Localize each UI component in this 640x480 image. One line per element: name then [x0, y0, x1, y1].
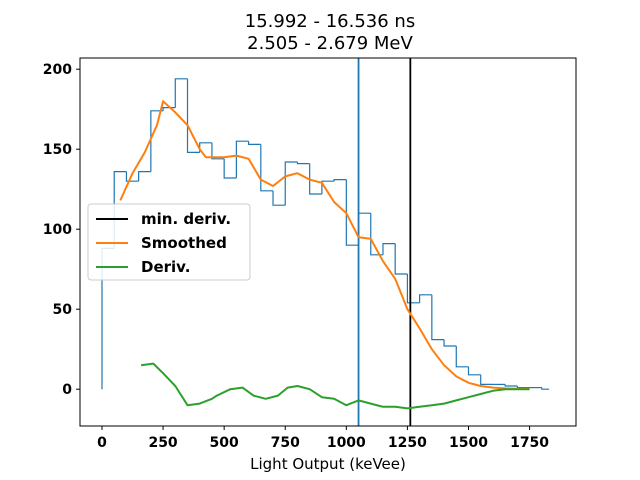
x-tick-label: 1000	[327, 435, 366, 451]
histogram-bin	[309, 163, 322, 195]
y-tick-label: 200	[43, 62, 72, 78]
deriv-series-line	[140, 362, 530, 410]
legend-label: Smoothed	[141, 234, 227, 252]
histogram-bin	[296, 162, 310, 165]
histogram-bin	[260, 144, 274, 192]
vertical-lines-layer	[357, 58, 412, 426]
x-tick-label: 1750	[510, 435, 549, 451]
legend-entries: min. deriv. Smoothed Deriv.	[96, 210, 231, 276]
x-tick-label: 1250	[388, 435, 427, 451]
chart-title-line2: 2.505 - 2.679 MeV	[247, 33, 413, 54]
x-tick-label: 0	[97, 435, 107, 451]
histogram-bin	[382, 243, 396, 255]
x-tick-label: 500	[210, 435, 239, 451]
histogram-bin	[516, 386, 530, 389]
legend-label: min. deriv.	[141, 210, 231, 228]
x-axis-label: Light Output (keVee)	[250, 455, 406, 473]
histogram-bin	[455, 346, 469, 368]
histogram-bin	[150, 110, 164, 172]
y-axis-ticks: 0 50 100 150 200	[43, 62, 80, 398]
legend-label: Deriv.	[141, 258, 190, 276]
histogram-bin	[235, 140, 249, 178]
histogram-bin	[223, 158, 237, 179]
legend: min. deriv. Smoothed Deriv.	[87, 203, 251, 281]
histogram-bin	[467, 366, 481, 376]
x-tick-label: 750	[271, 435, 300, 451]
histogram-bin	[211, 142, 225, 160]
chart-title-line1: 15.992 - 16.536 ns	[245, 11, 415, 32]
histogram-bin	[345, 179, 359, 246]
histogram-bin	[394, 243, 408, 275]
histogram-bin	[406, 274, 420, 304]
histogram-bin	[174, 78, 188, 108]
histogram-bin	[321, 180, 335, 194]
series-layer	[119, 100, 530, 410]
y-tick-label: 100	[43, 222, 72, 238]
histogram-bin	[431, 294, 445, 341]
histogram-bin	[272, 190, 286, 206]
histogram-bin	[247, 141, 261, 145]
histogram-bin	[504, 384, 518, 387]
axes-frame	[79, 57, 577, 427]
histogram-bin	[186, 78, 200, 153]
histogram-bin	[284, 161, 298, 206]
y-tick-label: 150	[43, 142, 72, 158]
smoothed-series-line	[119, 100, 530, 390]
y-tick-label: 0	[62, 382, 72, 398]
histogram-bin	[480, 374, 493, 385]
histogram-bin	[443, 339, 457, 347]
histogram-bin	[541, 387, 550, 390]
histogram-bin	[138, 171, 151, 182]
histogram-bin	[419, 294, 432, 303]
y-tick-label: 50	[53, 302, 73, 318]
x-tick-label: 250	[148, 435, 177, 451]
histogram-bin	[125, 171, 139, 182]
plot-area	[101, 58, 550, 426]
x-tick-label: 1500	[449, 435, 488, 451]
histogram-bin	[333, 179, 347, 182]
legend-box	[87, 203, 251, 281]
x-axis-ticks: 0 250 500 750 1000 1250 1500 1750	[97, 426, 549, 451]
